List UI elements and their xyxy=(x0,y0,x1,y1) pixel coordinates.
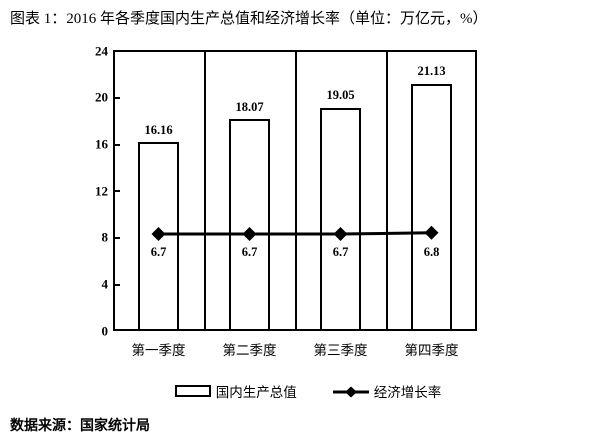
y-tick-label-8: 8 xyxy=(101,229,109,245)
bar-q1[interactable] xyxy=(138,141,179,331)
y-tick-label-4: 4 xyxy=(101,276,109,292)
y-tick-label-0: 0 xyxy=(101,323,109,339)
line-label-q2: 6.7 xyxy=(241,245,258,259)
legend-diamond-line-icon xyxy=(332,385,369,398)
y-tick-label-20: 20 xyxy=(95,89,108,105)
line-label-q4: 6.8 xyxy=(423,245,440,259)
legend-bar-swatch-icon xyxy=(174,385,211,397)
legend-label-gdp: 国内生产总值 xyxy=(215,385,297,400)
x-category-label-q3: 第三季度 xyxy=(313,343,368,358)
legend-entry-growth-rate[interactable]: 经济增长率 xyxy=(332,381,442,401)
chart-legend: 国内生产总值 经济增长率 xyxy=(148,377,468,405)
legend-entry-gdp[interactable]: 国内生产总值 xyxy=(174,381,297,401)
bar-label-q3: 19.05 xyxy=(326,88,355,102)
bar-label-q1: 16.16 xyxy=(144,123,173,137)
y-tick-mark-16 xyxy=(113,143,120,146)
y-tick-label-12: 12 xyxy=(95,183,108,199)
category-separator-1 xyxy=(204,51,206,330)
figure-title: 图表 1：2016 年各季度国内生产总值和经济增长率（单位：万亿元，%） xyxy=(10,11,488,27)
y-tick-label-24: 24 xyxy=(95,43,108,59)
line-label-q1: 6.7 xyxy=(150,245,167,259)
category-separator-3 xyxy=(386,51,388,330)
x-category-label-q2: 第二季度 xyxy=(222,343,277,358)
bar-q3[interactable] xyxy=(320,107,361,331)
y-tick-label-16: 16 xyxy=(95,136,108,152)
line-label-q3: 6.7 xyxy=(332,245,349,259)
bar-label-q2: 18.07 xyxy=(235,100,264,114)
bar-q2[interactable] xyxy=(229,119,270,331)
y-tick-mark-8 xyxy=(113,237,120,240)
category-separator-2 xyxy=(295,51,297,330)
source-note: 数据来源：国家统计局 xyxy=(10,419,150,434)
chart-area: 0 4 8 12 16 20 24 16.16 18.07 19.05 21.1… xyxy=(0,34,600,409)
bar-q4[interactable] xyxy=(411,83,452,331)
x-category-label-q4: 第四季度 xyxy=(404,343,459,358)
y-tick-mark-20 xyxy=(113,96,120,99)
y-tick-mark-4 xyxy=(113,284,120,286)
y-axis-labels: 0 4 8 12 16 20 24 xyxy=(58,34,108,354)
legend-label-growth-rate: 经济增长率 xyxy=(373,385,442,400)
y-tick-mark-12 xyxy=(113,190,120,193)
bar-label-q4: 21.13 xyxy=(417,64,446,78)
x-category-label-q1: 第一季度 xyxy=(131,343,186,358)
